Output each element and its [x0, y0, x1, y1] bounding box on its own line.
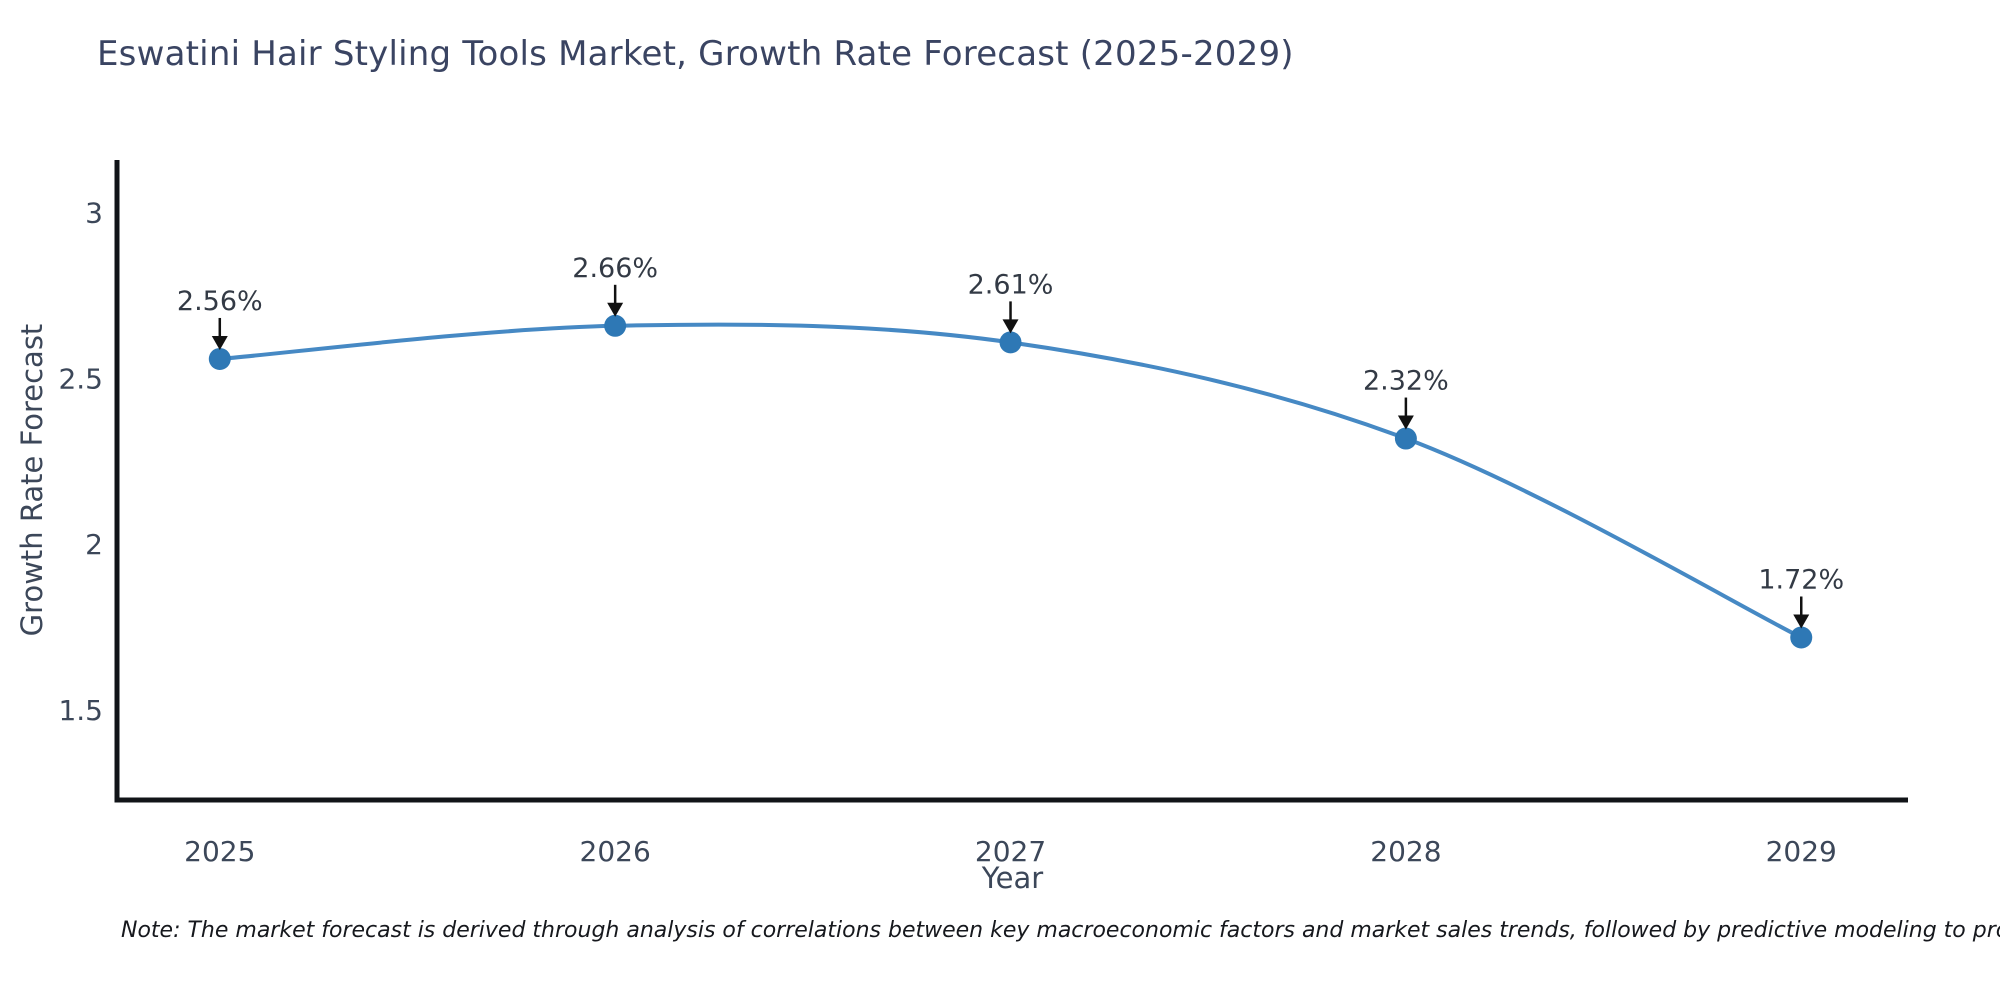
- annotation-arrow-head: [211, 335, 228, 350]
- x-axis-tick-label: 2025: [184, 835, 255, 868]
- data-point-label: 2.56%: [177, 286, 263, 317]
- chart-title: Eswatini Hair Styling Tools Market, Grow…: [97, 34, 1294, 74]
- axis-spines: [114, 160, 1908, 803]
- data-point-marker: [999, 331, 1022, 354]
- annotation-arrow-head: [1397, 415, 1414, 430]
- x-axis-tick-label: 2026: [580, 835, 651, 868]
- data-point-marker: [1394, 427, 1417, 450]
- data-point-label: 2.32%: [1363, 366, 1449, 397]
- x-axis-tick-label: 2029: [1766, 835, 1837, 868]
- y-axis-tick-label: 2: [85, 528, 103, 561]
- x-axis-tick-label: 2028: [1370, 835, 1441, 868]
- data-point-label: 2.61%: [968, 269, 1054, 300]
- y-axis-tick-label: 1.5: [58, 694, 103, 727]
- data-point-label: 1.72%: [1758, 565, 1844, 596]
- data-point-marker: [208, 347, 231, 370]
- y-axis-title: Growth Rate Forecast: [15, 324, 49, 637]
- x-axis-title: Year: [981, 861, 1043, 895]
- y-axis-tick-label: 3: [85, 197, 103, 230]
- y-axis-tick-label: 2.5: [58, 362, 103, 395]
- chart-note: Note: The market forecast is derived thr…: [121, 918, 2000, 943]
- data-point-marker: [604, 314, 627, 337]
- forecast-line: [219, 322, 1803, 640]
- annotation-arrow-head: [1793, 614, 1810, 629]
- annotation-arrow-head: [607, 302, 624, 317]
- annotation-arrow-head: [1002, 319, 1019, 334]
- x-axis-tick-label: 2027: [975, 835, 1046, 868]
- data-point-label: 2.66%: [572, 253, 658, 284]
- data-point-marker: [1790, 626, 1813, 649]
